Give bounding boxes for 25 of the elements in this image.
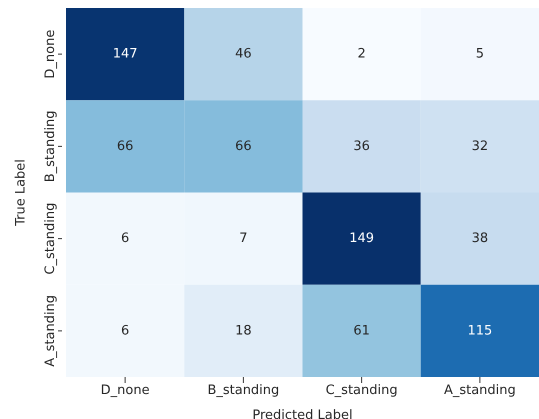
data-label: 66 bbox=[116, 138, 134, 154]
data-label: 66 bbox=[235, 138, 252, 154]
data-label: 2 bbox=[357, 46, 366, 62]
y-tick-label: B_standing bbox=[43, 110, 58, 182]
data-label: 6 bbox=[120, 231, 130, 246]
data-label: 115 bbox=[467, 323, 492, 338]
data-label: 61 bbox=[353, 323, 370, 338]
data-label: 7 bbox=[239, 231, 248, 246]
x-tick-label: C_standing bbox=[326, 383, 398, 398]
data-label: 6 bbox=[120, 323, 130, 338]
x-tick-label: B_standing bbox=[207, 383, 280, 398]
data-label: 36 bbox=[353, 138, 370, 154]
data-label: 38 bbox=[472, 231, 488, 246]
data-label: 32 bbox=[472, 138, 488, 154]
y-tick-label: D_none bbox=[43, 30, 58, 79]
data-label: 46 bbox=[235, 46, 252, 62]
x-axis-title: Predicted Label bbox=[252, 408, 353, 419]
data-label: 147 bbox=[112, 46, 138, 62]
data-label: 149 bbox=[349, 231, 374, 246]
data-label: 5 bbox=[476, 46, 484, 62]
x-tick-label: A_standing bbox=[444, 383, 516, 398]
x-tick-label: D_none bbox=[100, 383, 150, 398]
data-label: 18 bbox=[235, 323, 252, 338]
y-tick-label: C_standing bbox=[43, 202, 58, 275]
y-axis-title: True Label bbox=[14, 159, 29, 227]
